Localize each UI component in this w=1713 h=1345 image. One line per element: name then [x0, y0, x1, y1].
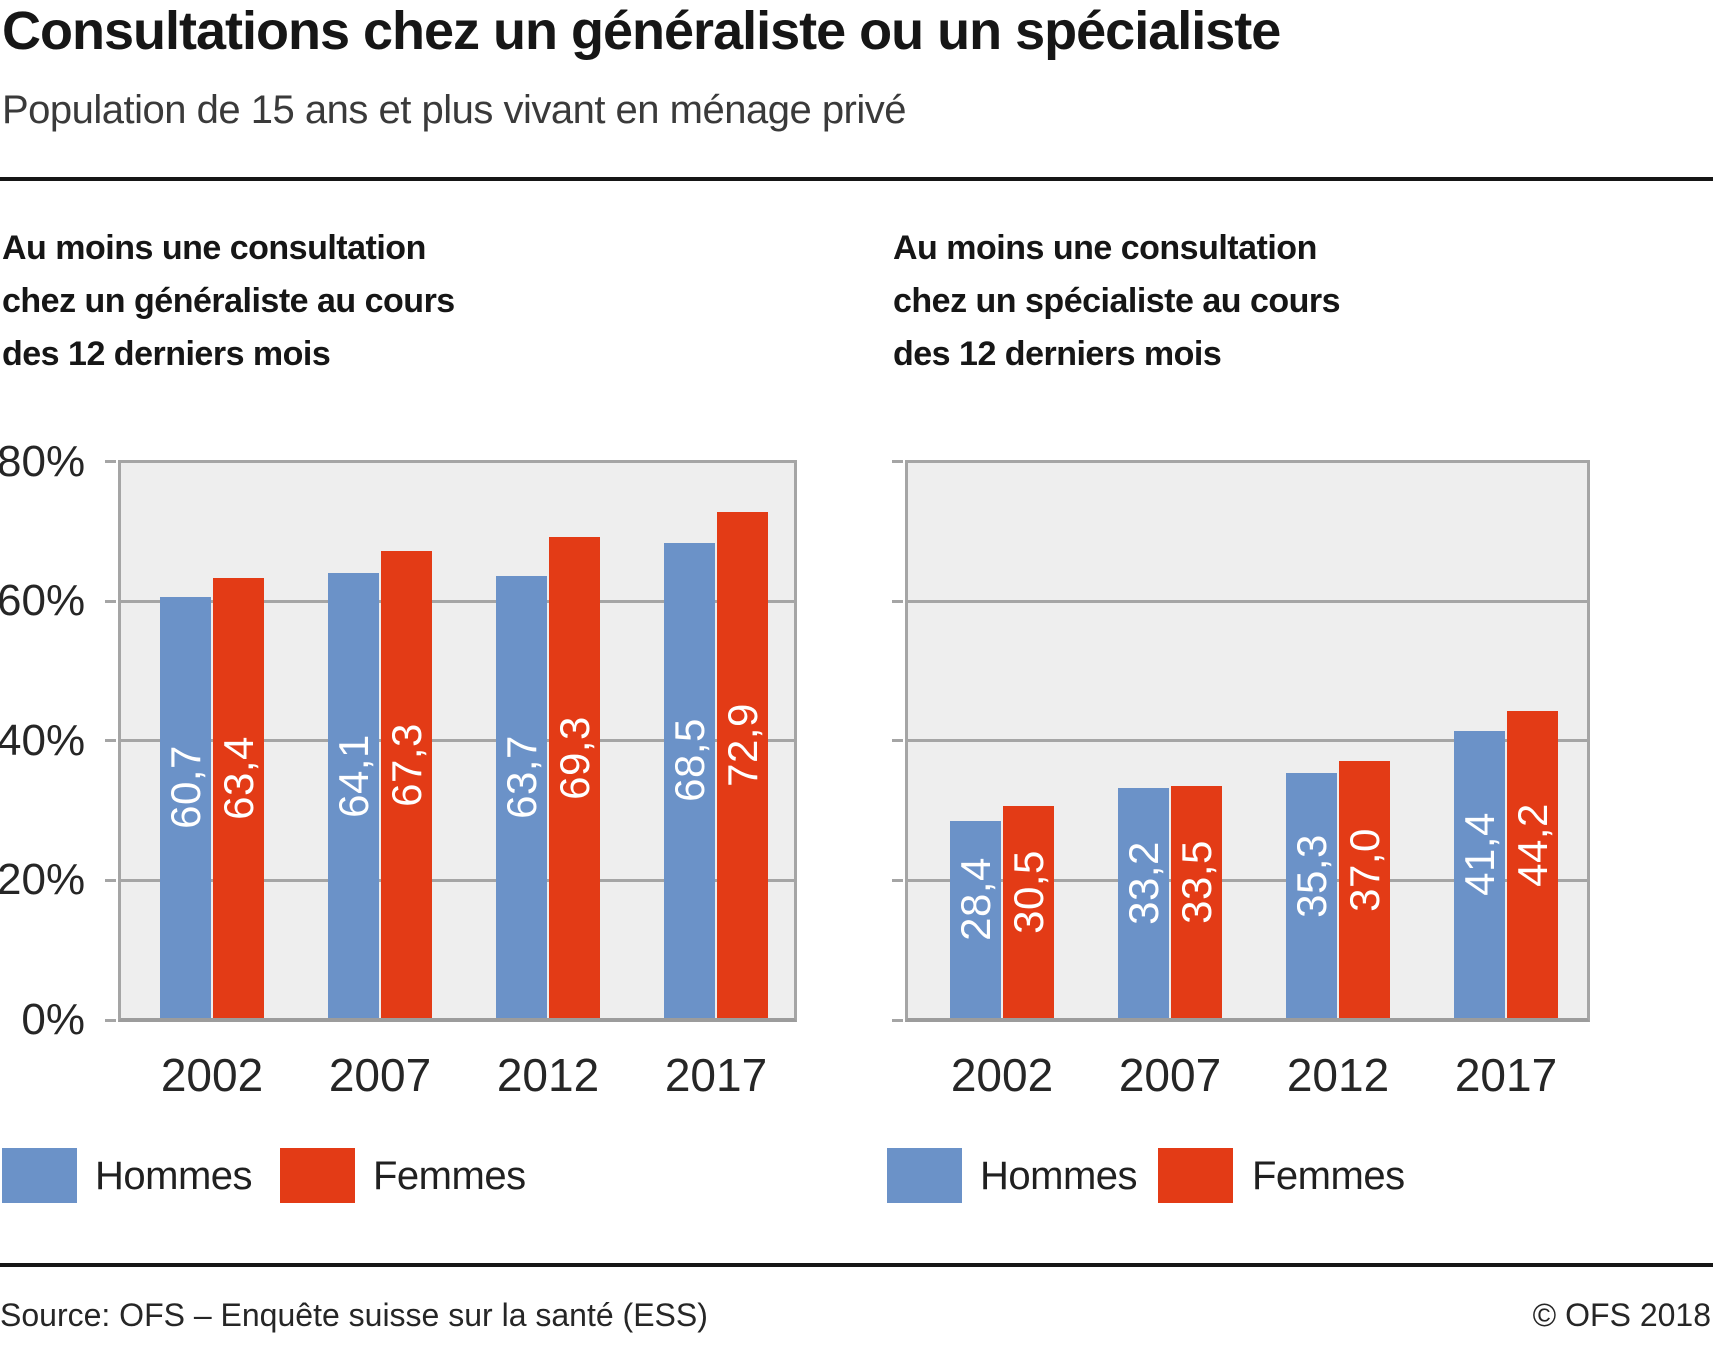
gridline — [121, 878, 794, 882]
bar-hommes-2017: 41,4 — [1454, 730, 1505, 1018]
x-tick-label-2012: 2012 — [1286, 1049, 1390, 1101]
x-tick-label-2017: 2017 — [664, 1049, 768, 1101]
bar-hommes-2012: 63,7 — [496, 576, 547, 1018]
bar-femmes-2017: 44,2 — [1507, 711, 1558, 1018]
x-tick-label-2002: 2002 — [160, 1049, 264, 1101]
gridline — [121, 599, 794, 603]
bar-femmes-2007: 33,5 — [1171, 785, 1222, 1018]
gridline — [908, 739, 1587, 743]
y-tick-mark — [105, 1018, 116, 1022]
bar-femmes-2017: 72,9 — [717, 512, 768, 1018]
bar-value-label: 44,2 — [1508, 802, 1556, 887]
bar-value-label: 28,4 — [951, 857, 999, 942]
bar-hommes-2017: 68,5 — [664, 542, 715, 1018]
y-tick-label-40: 40% — [0, 715, 86, 765]
bar-value-label: 37,0 — [1340, 827, 1388, 912]
gridline — [908, 878, 1587, 882]
specialiste-bar-chart: 28,4 30,5 33,2 33,5 35,3 37,0 41,4 44,2 2002 200… — [892, 460, 1590, 1101]
legend-swatch-hommes — [2, 1148, 77, 1203]
y-tick-mark — [105, 460, 116, 463]
generaliste-bar-chart: 60,7 63,4 64,1 67,3 63,7 69,3 68,5 72,9 80% 60% 4… — [0, 437, 797, 1101]
bar-value-label: 41,4 — [1455, 812, 1503, 897]
x-tick-label-2007: 2007 — [328, 1049, 432, 1101]
chart-title-line: chez un spécialiste au cours — [893, 282, 1341, 320]
bar-value-label: 69,3 — [550, 715, 598, 800]
gridline — [908, 599, 1587, 603]
plot-area: 60,7 63,4 64,1 67,3 63,7 69,3 68,5 72,9 — [118, 460, 797, 1022]
y-tick-mark — [892, 460, 903, 463]
chart-title-line: des 12 derniers mois — [893, 335, 1222, 373]
chart-title-specialiste: Au moins une consultation chez un spécia… — [893, 222, 1341, 381]
bar-hommes-2002: 60,7 — [160, 596, 211, 1018]
y-tick-label-20: 20% — [0, 855, 86, 905]
bar-hommes-2002: 28,4 — [950, 820, 1001, 1018]
footer-divider — [0, 1263, 1713, 1267]
x-tick-label-2007: 2007 — [1118, 1049, 1222, 1101]
x-tick-label-2017: 2017 — [1454, 1049, 1558, 1101]
bar-value-label: 33,2 — [1119, 840, 1167, 925]
bar-femmes-2012: 69,3 — [549, 537, 600, 1018]
bar-value-label: 33,5 — [1172, 839, 1220, 924]
legend-label-hommes: Hommes — [980, 1154, 1138, 1198]
bar-value-label: 67,3 — [382, 722, 430, 807]
bar-value-label: 63,4 — [214, 736, 262, 820]
bar-hommes-2012: 35,3 — [1286, 773, 1337, 1018]
bar-value-label: 35,3 — [1287, 833, 1335, 918]
y-tick-label-80: 80% — [0, 436, 86, 486]
legend-label-hommes: Hommes — [95, 1154, 253, 1198]
gridline — [121, 739, 794, 743]
chart-title-line: Au moins une consultation — [2, 229, 426, 267]
y-tick-label-0: 0% — [21, 995, 85, 1044]
page-subtitle: Population de 15 ans et plus vivant en m… — [2, 88, 907, 132]
plot-area: 28,4 30,5 33,2 33,5 35,3 37,0 41,4 44,2 — [905, 460, 1590, 1022]
y-tick-label-60: 60% — [0, 576, 86, 626]
chart-title-line: des 12 derniers mois — [2, 335, 331, 373]
legend-swatch-hommes — [887, 1148, 962, 1203]
chart-title-generaliste: Au moins une consultation chez un généra… — [2, 222, 455, 381]
footer-copyright: © OFS 2018 — [1532, 1297, 1711, 1333]
y-tick-mark — [892, 599, 903, 603]
y-tick-mark — [892, 878, 903, 882]
legend-label-femmes: Femmes — [373, 1154, 526, 1198]
y-tick-mark — [892, 739, 903, 743]
bar-femmes-2002: 63,4 — [213, 578, 264, 1018]
bar-value-label: 72,9 — [718, 703, 766, 787]
footer-source: Source: OFS – Enquête suisse sur la sant… — [0, 1297, 708, 1333]
header-divider — [0, 177, 1713, 181]
legend-swatch-femmes — [1158, 1148, 1233, 1203]
page-title: Consultations chez un généraliste ou un … — [2, 1, 1281, 61]
legend-swatch-femmes — [280, 1148, 355, 1203]
x-tick-label-2002: 2002 — [950, 1049, 1054, 1101]
bar-femmes-2002: 30,5 — [1003, 806, 1054, 1018]
y-tick-mark — [105, 878, 116, 882]
bar-hommes-2007: 64,1 — [328, 573, 379, 1018]
y-tick-mark — [105, 599, 116, 603]
bar-value-label: 63,7 — [497, 735, 545, 819]
y-tick-mark — [892, 1018, 903, 1022]
chart-title-line: chez un généraliste au cours — [2, 282, 455, 320]
bar-hommes-2007: 33,2 — [1118, 787, 1169, 1018]
bar-value-label: 60,7 — [161, 745, 209, 830]
bar-femmes-2007: 67,3 — [381, 551, 432, 1018]
y-tick-mark — [105, 739, 116, 743]
x-tick-label-2012: 2012 — [496, 1049, 600, 1101]
chart-title-line: Au moins une consultation — [893, 229, 1317, 267]
bar-value-label: 64,1 — [329, 733, 377, 818]
bar-value-label: 68,5 — [665, 718, 713, 803]
bar-value-label: 30,5 — [1004, 850, 1052, 935]
bar-femmes-2012: 37,0 — [1339, 761, 1390, 1018]
legend-label-femmes: Femmes — [1252, 1154, 1405, 1198]
